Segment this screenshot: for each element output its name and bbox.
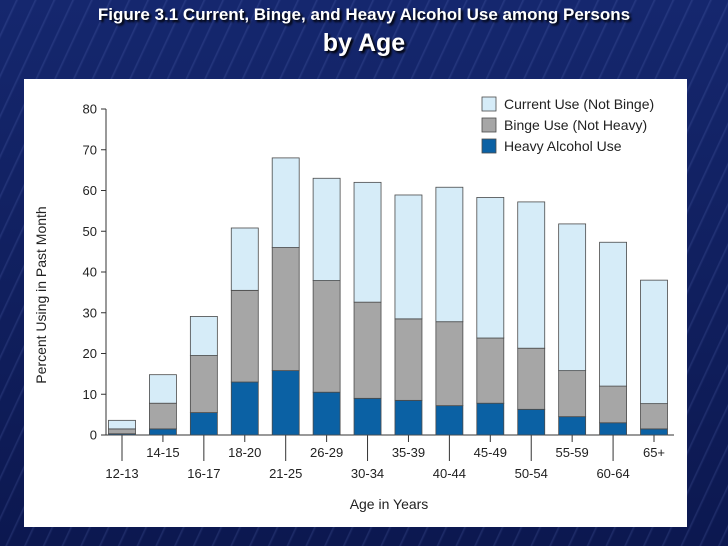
bar-segment-current bbox=[394, 194, 423, 320]
x-tick-label: 12-13 bbox=[105, 466, 138, 481]
bar-segment-heavy bbox=[271, 370, 300, 436]
y-tick-label: 30 bbox=[83, 305, 97, 320]
bar-segment-heavy bbox=[435, 405, 464, 436]
slide-title-line1: Figure 3.1 Current, Binge, and Heavy Alc… bbox=[97, 5, 631, 24]
y-tick-label: 20 bbox=[83, 346, 97, 361]
x-tick-label: 60-64 bbox=[596, 466, 629, 481]
chart-panel: 0 10 20 30 40 50 60 70 80 12-13 14-15 16-17 18-20 21-… bbox=[24, 79, 687, 527]
bar-segment-binge bbox=[230, 289, 259, 383]
x-tick-label: 65+ bbox=[643, 445, 665, 460]
bar-segment-current bbox=[435, 186, 464, 323]
y-tick-label: 40 bbox=[83, 265, 97, 280]
bar-segment-binge bbox=[476, 337, 505, 404]
bar-segment-current bbox=[640, 279, 668, 405]
bar-segment-binge bbox=[599, 385, 627, 424]
bar-segment-current bbox=[271, 157, 300, 248]
bar-segment-heavy bbox=[558, 416, 587, 436]
bar-segment-binge bbox=[312, 280, 341, 393]
legend-swatch-heavy bbox=[481, 138, 497, 154]
bar-segment-heavy bbox=[517, 408, 546, 436]
x-tick-label: 14-15 bbox=[146, 445, 179, 460]
legend-swatch-current bbox=[481, 96, 497, 112]
bar-segment-heavy bbox=[394, 399, 423, 436]
bar-segment-binge bbox=[189, 355, 218, 413]
x-tick-label: 45-49 bbox=[474, 445, 507, 460]
bar-segment-current bbox=[312, 177, 341, 281]
stacked-bar-chart: 0 10 20 30 40 50 60 70 80 12-13 14-15 16-17 18-20 21-… bbox=[33, 96, 674, 512]
bar-segment-current bbox=[517, 201, 546, 349]
x-tick-label: 16-17 bbox=[187, 466, 220, 481]
bar-segment-current bbox=[230, 227, 259, 291]
y-tick-label: 70 bbox=[83, 142, 97, 157]
bar-segment-binge bbox=[149, 402, 177, 430]
x-tick-label: 35-39 bbox=[392, 445, 425, 460]
bar-segment-current bbox=[149, 374, 177, 404]
bar-segment-current bbox=[476, 197, 505, 339]
bar-segment-binge bbox=[353, 301, 382, 399]
bar-segment-binge bbox=[394, 318, 423, 401]
bar-segment-current bbox=[189, 316, 218, 356]
x-tick-label: 55-59 bbox=[556, 445, 589, 460]
bar-segment-heavy bbox=[189, 412, 218, 436]
slide-title: Figure 3.1 Current, Binge, and Heavy Alc… bbox=[0, 2, 728, 58]
bar-segment-heavy bbox=[230, 381, 259, 436]
bar-segment-binge bbox=[435, 321, 464, 407]
x-tick-label: 21-25 bbox=[269, 466, 302, 481]
bar-segment-current bbox=[599, 241, 627, 387]
bar-segment-heavy bbox=[149, 428, 177, 436]
x-tick-label: 50-54 bbox=[515, 466, 548, 481]
bar-segment-current bbox=[558, 223, 587, 372]
x-tick-label: 30-34 bbox=[351, 466, 384, 481]
legend-label-heavy: Heavy Alcohol Use bbox=[504, 138, 622, 154]
y-tick-label: 50 bbox=[83, 224, 97, 239]
bar-segment-heavy bbox=[312, 391, 341, 436]
slide-title-line2: by Age bbox=[322, 29, 406, 57]
bar-segment-binge bbox=[558, 370, 587, 418]
y-tick-label: 0 bbox=[90, 428, 97, 443]
bars-layer bbox=[108, 157, 668, 436]
y-tick-label: 80 bbox=[83, 102, 97, 117]
bar-segment-binge bbox=[108, 428, 136, 435]
x-tick-label: 40-44 bbox=[433, 466, 466, 481]
legend-label-binge: Binge Use (Not Heavy) bbox=[504, 117, 647, 133]
x-axis-title: Age in Years bbox=[350, 496, 429, 512]
bar-segment-current bbox=[108, 419, 136, 430]
legend-swatch-binge bbox=[481, 117, 497, 133]
bar-segment-binge bbox=[640, 403, 668, 430]
x-tick-label: 26-29 bbox=[310, 445, 343, 460]
bar-segment-heavy bbox=[476, 402, 505, 436]
bar-segment-binge bbox=[517, 347, 546, 410]
x-tick-label: 18-20 bbox=[228, 445, 261, 460]
bar-segment-heavy bbox=[599, 422, 627, 436]
y-tick-label: 10 bbox=[83, 387, 97, 402]
y-tick-label: 60 bbox=[83, 183, 97, 198]
bar-segment-heavy bbox=[640, 428, 668, 436]
bar-segment-heavy bbox=[353, 397, 382, 436]
y-axis-title: Percent Using in Past Month bbox=[33, 206, 49, 383]
legend: Current Use (Not Binge) Binge Use (Not He… bbox=[481, 96, 654, 154]
bar-segment-current bbox=[353, 181, 382, 303]
legend-label-current: Current Use (Not Binge) bbox=[504, 96, 654, 112]
bar-segment-binge bbox=[271, 247, 300, 372]
